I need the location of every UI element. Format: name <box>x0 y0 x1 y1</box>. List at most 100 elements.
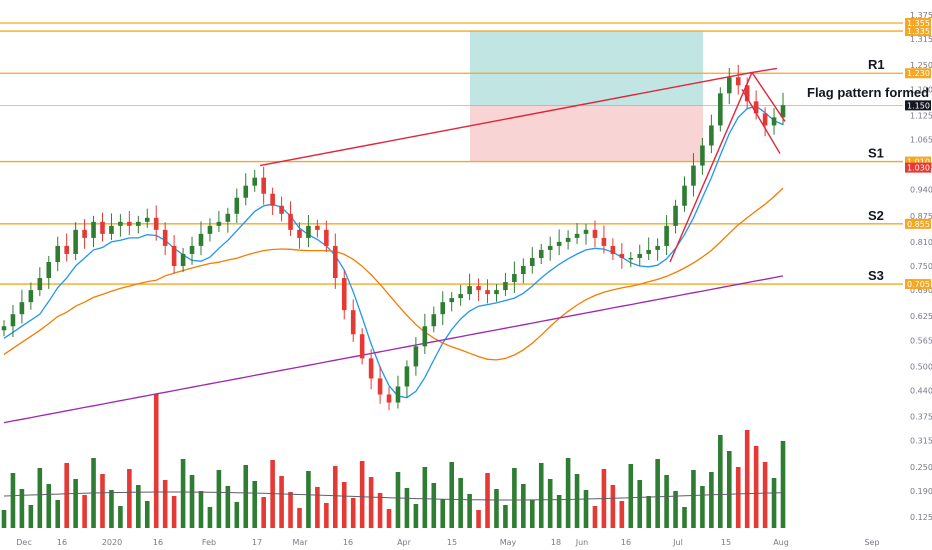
time-tick: 17 <box>252 538 262 547</box>
volume-bar <box>610 485 616 528</box>
volume-bar <box>771 478 777 528</box>
volume-bar <box>153 394 159 528</box>
time-axis[interactable]: Dec 16 2020 16 Feb 17 Mar 16 Apr 15 May 18 Jun 16 Jul 1… <box>16 538 879 547</box>
candle-body <box>476 286 481 291</box>
candle-body <box>556 241 562 246</box>
ma-slow-line <box>3 275 784 424</box>
price-tick: 0.875 <box>910 212 932 221</box>
candle-body <box>422 326 428 347</box>
volume-bar <box>395 472 401 528</box>
candle-body <box>628 257 634 260</box>
time-tick: Jul <box>672 538 683 547</box>
candle-body <box>780 105 786 118</box>
candle-body <box>189 245 195 254</box>
volume-bar <box>762 462 768 528</box>
volume-bar <box>324 503 329 528</box>
volume-bar <box>234 502 240 528</box>
volume-bar <box>288 492 293 528</box>
level-price-tag: 0.855 <box>905 218 931 229</box>
candle-body <box>440 302 446 315</box>
volume-bar <box>136 485 141 528</box>
candle-body <box>100 221 105 234</box>
candle-body <box>377 378 383 395</box>
level-price-tag: 0.705 <box>905 279 931 290</box>
volume-bar <box>476 510 481 528</box>
price-tick: 0.315 <box>910 437 932 446</box>
candle-body <box>10 314 16 327</box>
price-tick: 0.810 <box>910 238 932 247</box>
price-tick: 1.190 <box>910 85 932 94</box>
candle-body <box>512 274 517 283</box>
candle-body <box>64 245 69 254</box>
upper-trendline-ext <box>751 67 778 74</box>
level-label: S1 <box>868 146 884 161</box>
candle-body <box>646 249 651 254</box>
candle-body <box>216 221 222 226</box>
candle-body <box>324 229 329 246</box>
volume-bar <box>64 463 69 528</box>
candle-body <box>180 253 186 266</box>
candle-body <box>404 366 410 387</box>
candle-body <box>350 310 356 335</box>
candle-body <box>771 117 777 126</box>
volume-bar <box>628 464 634 528</box>
moving-averages <box>3 105 784 424</box>
volume-bar <box>180 459 186 528</box>
price-axis[interactable]: 1.3751.3151.2501.1901.1251.0651.0000.940… <box>905 11 932 522</box>
stop-zone <box>470 105 703 162</box>
volume-bar <box>485 473 490 528</box>
volume-bar <box>243 465 249 528</box>
time-tick: 16 <box>57 538 67 547</box>
volume-bar <box>449 462 455 528</box>
flag-upper-line <box>751 72 786 122</box>
candle-body <box>592 229 598 238</box>
level-price-tag-bg <box>905 279 931 290</box>
candle-body <box>28 290 34 303</box>
volume-bar <box>297 508 302 528</box>
time-tick: 2020 <box>102 538 122 547</box>
candle-body <box>762 113 768 126</box>
candle-body <box>153 217 159 230</box>
candle-body <box>144 217 150 222</box>
candle-body <box>359 334 365 359</box>
candle-body <box>673 205 678 226</box>
price-tick: 1.125 <box>910 111 932 120</box>
candle-body <box>744 85 750 102</box>
support-resistance-levels <box>0 22 903 285</box>
candle-body <box>682 185 687 206</box>
level-price-tag-text: 1.355 <box>907 19 930 28</box>
volume-bars <box>1 394 786 528</box>
volume-bar <box>673 491 678 528</box>
candle-body <box>136 221 141 226</box>
candle-body <box>341 278 347 311</box>
candle-body <box>109 225 114 234</box>
price-tick: 0.750 <box>910 262 932 271</box>
level-price-tag-bg <box>905 218 931 229</box>
flag-lower-line <box>741 88 781 154</box>
level-label: S3 <box>868 268 884 283</box>
level-labels: R1 S1 S2 S3 <box>868 57 885 283</box>
upper-trendline <box>259 71 753 167</box>
flagpole-line <box>669 72 753 263</box>
volume-bar <box>413 504 419 528</box>
candle-body <box>503 282 508 291</box>
candle-body <box>261 177 266 194</box>
alt-price-tag-text: 1.030 <box>907 164 930 173</box>
level-price-tag-text: 1.230 <box>907 69 930 78</box>
price-tick: 1.250 <box>910 61 932 70</box>
candle-body <box>127 221 132 226</box>
volume-bar <box>718 435 723 528</box>
volume-bar <box>431 483 437 528</box>
level-price-tag-bg <box>905 156 931 167</box>
level-price-tag-text: 0.705 <box>907 280 930 289</box>
volume-bar <box>207 507 213 528</box>
price-tick: 0.375 <box>910 413 932 422</box>
volume-bar <box>494 489 499 528</box>
volume-bar <box>332 466 338 528</box>
volume-bar <box>709 472 714 528</box>
volume-bar <box>780 441 786 528</box>
volume-bar <box>521 484 526 528</box>
level-price-tag: 1.355 <box>905 18 931 29</box>
volume-bar <box>189 475 195 528</box>
